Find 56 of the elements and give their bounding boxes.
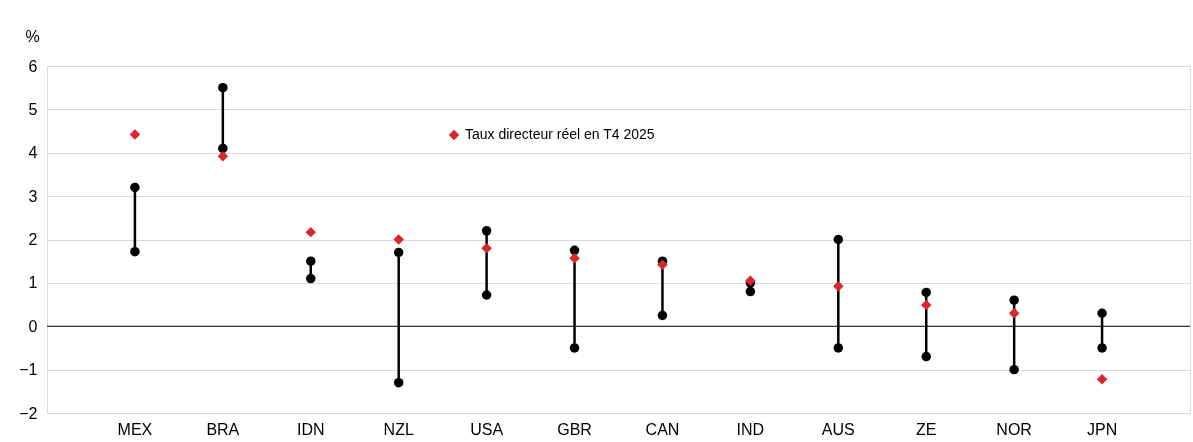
y-tick-label: 2 <box>28 231 38 248</box>
point <box>833 281 844 292</box>
y-tick-label: 1 <box>28 274 38 292</box>
point <box>130 246 140 257</box>
y-axis-title: % <box>25 27 40 45</box>
y-tick-label: 3 <box>28 187 38 205</box>
y-tick-label: −1 <box>19 361 38 379</box>
x-tick-label: USA <box>470 420 504 438</box>
point <box>745 286 756 297</box>
point <box>393 377 404 388</box>
point <box>569 343 580 353</box>
x-tick-label: ZE <box>916 420 937 438</box>
point <box>921 351 931 362</box>
x-tick-label: JPN <box>1086 420 1118 438</box>
point <box>569 245 580 256</box>
x-tick-label: CAN <box>645 420 680 438</box>
point <box>1096 373 1108 385</box>
y-tick-label: 4 <box>28 144 38 162</box>
point <box>218 82 228 93</box>
point <box>481 242 492 254</box>
point <box>218 143 228 154</box>
point <box>217 150 229 162</box>
point <box>481 290 492 300</box>
x-tick-label: MEX <box>117 420 153 438</box>
legend-label: Taux directeur réel en T4 2025 <box>465 126 655 142</box>
point <box>129 129 141 140</box>
point <box>481 226 492 236</box>
y-tick-label: 5 <box>28 100 38 118</box>
point <box>833 343 844 353</box>
x-tick-label: BRA <box>206 420 240 438</box>
x-tick-label: AUS <box>821 420 855 438</box>
point <box>306 256 316 266</box>
point <box>1008 307 1020 319</box>
y-tick-label: −2 <box>19 404 38 422</box>
x-tick-label: NOR <box>996 420 1032 438</box>
x-tick-label: IND <box>736 420 765 438</box>
point <box>920 299 932 311</box>
point <box>569 252 580 264</box>
y-tick-label: 0 <box>28 317 38 335</box>
point <box>306 273 316 284</box>
point <box>657 310 668 321</box>
point <box>833 234 844 245</box>
x-tick-label: GBR <box>557 420 592 438</box>
point <box>305 226 317 238</box>
point <box>393 234 404 245</box>
point <box>1009 364 1019 375</box>
point <box>130 182 140 193</box>
point <box>393 247 404 258</box>
y-tick-label: 6 <box>28 57 38 75</box>
point <box>921 287 931 298</box>
point <box>657 259 668 270</box>
x-tick-label: IDN <box>296 420 325 438</box>
x-tick-label: NZL <box>383 420 414 438</box>
point <box>1097 343 1107 353</box>
point <box>1009 295 1019 305</box>
point <box>1097 308 1107 318</box>
